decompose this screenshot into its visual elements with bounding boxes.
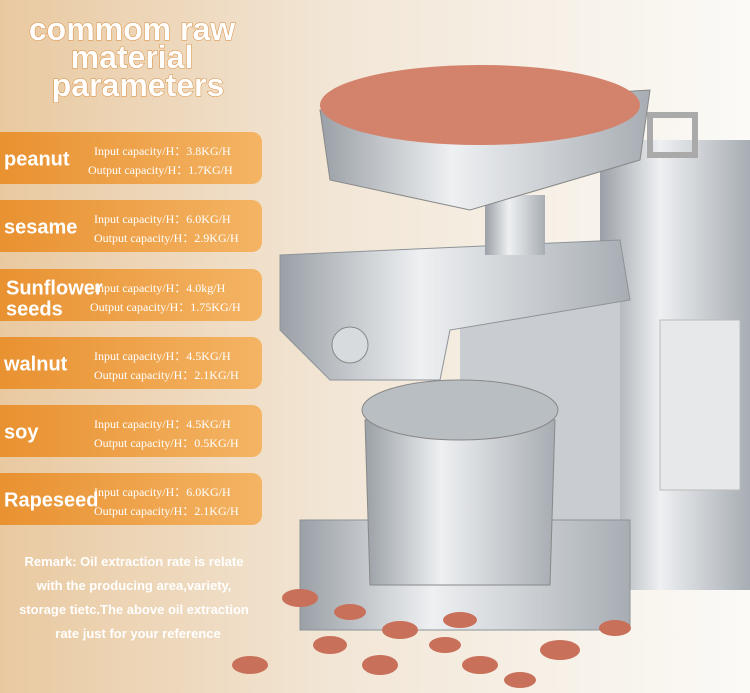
remark-line: Remark: Oil extraction rate is relate [25,554,244,569]
input-capacity: Input capacity/H：6.0KG/H [94,212,231,226]
output-capacity: Output capacity/H：1.7KG/H [88,163,233,177]
item-name: soy [4,421,39,443]
item-name: sesame [4,216,77,238]
output-capacity: Output capacity/H：2.1KG/H [94,504,239,518]
param-row [0,405,262,457]
param-row [0,200,262,252]
item-name: walnut [3,353,68,375]
title-line: material [71,39,194,75]
param-row [0,473,262,525]
machine [232,65,750,688]
param-row [0,337,262,389]
input-capacity: Input capacity/H：4.0kg/H [94,281,226,295]
item-name: Rapeseed [4,489,99,511]
remark-line: with the producing area,variety, [36,578,232,593]
param-row [0,132,262,184]
remark-line: storage tietc.The above oil extraction [19,602,249,617]
remark-line: rate just for your reference [55,626,220,641]
title-line: parameters [52,67,225,103]
output-capacity: Output capacity/H：1.75KG/H [90,300,241,314]
title-line: commom raw [29,11,235,47]
input-capacity: Input capacity/H：6.0KG/H [94,485,231,499]
input-capacity: Input capacity/H：4.5KG/H [94,417,231,431]
item-name: seeds [6,298,63,320]
output-capacity: Output capacity/H：2.9KG/H [94,231,239,245]
param-row [0,269,262,321]
item-name: Sunflower [6,277,103,299]
item-name: peanut [4,148,70,170]
input-capacity: Input capacity/H：4.5KG/H [94,349,231,363]
output-capacity: Output capacity/H：0.5KG/H [94,436,239,450]
input-capacity: Input capacity/H：3.8KG/H [94,144,231,158]
output-capacity: Output capacity/H：2.1KG/H [94,368,239,382]
